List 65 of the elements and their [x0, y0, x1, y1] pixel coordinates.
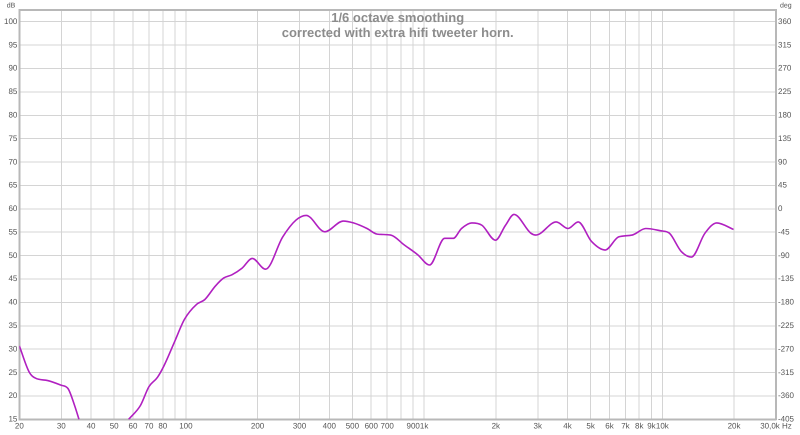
x-tick-label: 600 [364, 421, 378, 430]
y-tick-label: 50 [8, 250, 18, 260]
x-tick-label: 2k [492, 421, 502, 430]
y-tick-label: 45 [8, 274, 18, 284]
y-tick-label: 35 [8, 321, 18, 330]
x-tick-label: 80 [158, 421, 168, 430]
x-tick-label: 70 [144, 421, 154, 430]
y-tick-label: 20 [8, 391, 18, 400]
x-tick-label: 40 [86, 421, 96, 430]
y2-tick-label: -135 [778, 274, 795, 284]
y-tick-label: 95 [8, 40, 18, 50]
y2-tick-label: 45 [778, 180, 788, 190]
x-tick-label: 5k [586, 421, 596, 430]
y-tick-label: 80 [8, 110, 18, 120]
y-tick-label: 90 [8, 64, 18, 73]
y2-tick-label: -405 [778, 414, 795, 424]
y2-tick-label: 180 [778, 110, 792, 120]
x-tick-label: 30 [56, 421, 66, 430]
y-tick-label: 55 [8, 227, 18, 236]
x-tick-label: 20k [728, 421, 742, 430]
y-tick-label: 25 [8, 368, 18, 377]
y-tick-label: 60 [8, 204, 18, 214]
x-tick-label: 4k [563, 421, 573, 430]
y-tick-label: 15 [8, 414, 18, 424]
x-tick-label: 400 [322, 421, 337, 430]
x-tick-label: 3k [534, 421, 543, 430]
x-tick-label: 500 [346, 421, 360, 430]
y2-tick-label: -360 [778, 391, 795, 400]
chart-title: 1/6 octave smoothing [331, 10, 464, 26]
y2-tick-label: -225 [778, 321, 795, 330]
x-tick-label: 200 [250, 421, 265, 430]
y2-tick-label: 315 [778, 40, 792, 50]
x-tick-label: 100 [179, 421, 194, 430]
x-tick-label: 20 [14, 421, 24, 430]
x-tick-label: 30,0k Hz [760, 421, 792, 430]
y-tick-label: 30 [8, 344, 18, 354]
y-tick-label: 70 [8, 157, 18, 166]
x-tick-label: 700 [380, 421, 394, 430]
y2-tick-label: 270 [778, 64, 792, 73]
x-tick-label: 8k [635, 421, 644, 430]
y-tick-label: 65 [8, 180, 18, 190]
y2-tick-label: -180 [778, 298, 795, 307]
y2-tick-label: 90 [778, 157, 788, 166]
y-tick-label: 75 [8, 134, 18, 143]
y2-tick-label: 225 [778, 87, 792, 96]
x-tick-label: 900 [406, 421, 420, 430]
y2-tick-label: 0 [778, 204, 783, 214]
x-tick-label: 60 [128, 421, 138, 430]
x-tick-label: 50 [110, 421, 120, 430]
x-tick-label: 6k [605, 421, 615, 430]
y-tick-label: 100 [4, 16, 18, 26]
x-tick-label: 1k [420, 421, 430, 430]
y2-tick-label: 135 [778, 134, 792, 143]
x-tick-label: 7k [621, 421, 631, 430]
x-tick-label: 9k [647, 421, 657, 430]
y2-tick-label: -270 [778, 344, 795, 354]
x-tick-label: 10k [656, 421, 670, 430]
text: corrected with extra hifi tweeter horn. [282, 25, 514, 40]
y2-tick-label: 360 [778, 16, 792, 26]
y2-tick-label: -315 [778, 368, 795, 377]
x-tick-label: 300 [292, 421, 307, 430]
y-tick-label: 85 [8, 87, 18, 96]
y2-tick-label: -90 [778, 250, 790, 260]
y-tick-label: 40 [8, 298, 18, 307]
y2-tick-label: -45 [778, 227, 790, 236]
